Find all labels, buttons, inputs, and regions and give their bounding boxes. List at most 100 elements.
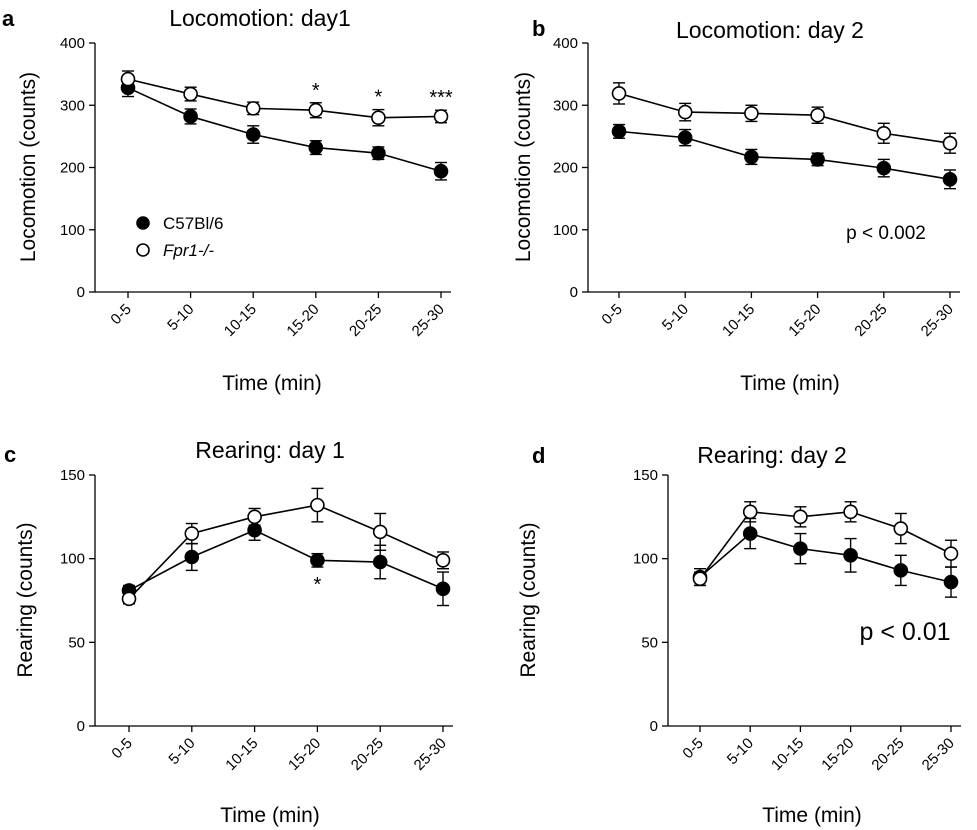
x-tick-label: 20-25 (346, 301, 385, 340)
point-c57bl6 (677, 130, 693, 145)
y-tick-label: 100 (60, 551, 85, 568)
y-tick-label: 50 (641, 634, 658, 651)
x-tick-label: 20-25 (348, 735, 387, 774)
x-axis-label: Time (min) (222, 372, 322, 395)
x-tick-label: 5-10 (165, 735, 198, 768)
x-tick-label: 25-30 (411, 735, 450, 774)
significance-marker: * (314, 574, 322, 596)
panel-letter: d (532, 443, 545, 468)
chart-title: Locomotion: day 2 (676, 17, 864, 43)
series-line-c57bl6 (127, 87, 442, 173)
point-fpr1 (308, 102, 324, 118)
significance-marker: * (375, 87, 383, 109)
x-tick-label: 5-10 (724, 735, 757, 768)
point-c57bl6 (943, 574, 959, 590)
x-tick-label: 0-5 (598, 301, 625, 328)
panel-d: d Rearing: day 2 Rearing (counts) Time (min… (517, 442, 961, 827)
point-fpr1 (121, 591, 137, 607)
x-tick-label: 15-20 (283, 301, 322, 340)
x-tick-label: 20-25 (868, 735, 907, 774)
point-c57bl6 (611, 124, 627, 139)
x-tick-label: 20-25 (851, 301, 890, 340)
y-tick-label: 0 (570, 284, 578, 301)
y-tick-label: 300 (60, 97, 85, 114)
point-fpr1 (245, 101, 261, 116)
y-tick-label: 100 (553, 222, 578, 239)
point-c57bl6 (942, 172, 958, 187)
x-tick-label: 10-15 (768, 735, 807, 774)
point-fpr1 (371, 110, 386, 125)
point-fpr1 (433, 109, 449, 124)
y-tick-label: 0 (650, 718, 658, 735)
point-fpr1 (692, 571, 708, 587)
point-c57bl6 (247, 522, 262, 538)
y-axis-label: Rearing (counts) (14, 522, 37, 677)
chart-title: Rearing: day 2 (697, 442, 847, 468)
y-tick-label: 200 (60, 160, 85, 177)
y-tick-label: 100 (633, 551, 658, 568)
point-fpr1 (876, 125, 892, 141)
point-fpr1 (810, 107, 825, 123)
series-line-c57bl6 (618, 130, 951, 181)
x-tick-label: 10-15 (222, 735, 261, 774)
y-tick-label: 150 (60, 467, 85, 484)
x-tick-label: 10-15 (719, 301, 758, 340)
panel-letter: c (4, 442, 16, 467)
p-value-annotation: p < 0.01 (859, 618, 950, 646)
series-line-c57bl6 (699, 532, 952, 583)
point-fpr1 (893, 521, 909, 536)
point-fpr1 (611, 86, 627, 101)
point-c57bl6 (372, 554, 388, 570)
chart-title: Rearing: day 1 (195, 437, 345, 463)
x-tick-label: 15-20 (785, 301, 824, 340)
panel-a: a Locomotion: day1 Locomotion (counts) Time… (2, 5, 453, 395)
point-fpr1 (742, 504, 758, 520)
point-fpr1 (942, 135, 958, 151)
point-c57bl6 (308, 140, 324, 155)
point-fpr1 (372, 524, 388, 540)
point-c57bl6 (433, 163, 449, 179)
point-c57bl6 (742, 526, 758, 541)
x-tick-label: 15-20 (818, 735, 857, 774)
legend-marker (136, 243, 150, 257)
legend-label: C57Bl/6 (163, 214, 223, 233)
point-c57bl6 (876, 160, 892, 176)
point-c57bl6 (184, 549, 200, 565)
y-tick-label: 200 (553, 160, 578, 177)
panel-b: b Locomotion: day 2 Locomotion (counts) Tim… (512, 16, 960, 395)
y-tick-label: 50 (68, 634, 85, 651)
point-c57bl6 (843, 548, 858, 563)
y-tick-label: 0 (77, 718, 85, 735)
point-c57bl6 (810, 152, 825, 167)
point-fpr1 (677, 104, 693, 120)
point-fpr1 (793, 509, 808, 525)
point-c57bl6 (310, 553, 325, 568)
point-fpr1 (843, 504, 858, 520)
x-tick-label: 25-30 (409, 301, 448, 340)
significance-marker: * (312, 80, 320, 102)
series-line-c57bl6 (128, 529, 444, 592)
series-line-fpr1 (128, 504, 444, 600)
x-tick-label: 25-30 (919, 735, 958, 774)
y-tick-label: 400 (60, 35, 85, 52)
x-axis-label: Time (min) (740, 372, 840, 395)
point-c57bl6 (893, 563, 909, 578)
y-tick-label: 300 (553, 97, 578, 114)
y-tick-label: 0 (77, 284, 85, 301)
point-c57bl6 (371, 145, 386, 161)
point-fpr1 (183, 86, 198, 102)
series-line-fpr1 (618, 92, 951, 145)
legend-label: Fpr1-/- (163, 241, 214, 260)
panel-letter: a (2, 6, 15, 31)
legend-marker (136, 216, 150, 230)
series-line-fpr1 (127, 78, 442, 119)
x-tick-label: 5-10 (659, 301, 692, 334)
y-axis-label: Locomotion (counts) (17, 72, 40, 262)
point-c57bl6 (793, 541, 808, 556)
panel-letter: b (532, 16, 545, 41)
x-tick-label: 10-15 (221, 301, 260, 340)
point-c57bl6 (435, 581, 451, 597)
x-axis-label: Time (min) (220, 804, 320, 827)
y-axis-label: Locomotion (counts) (512, 72, 535, 262)
